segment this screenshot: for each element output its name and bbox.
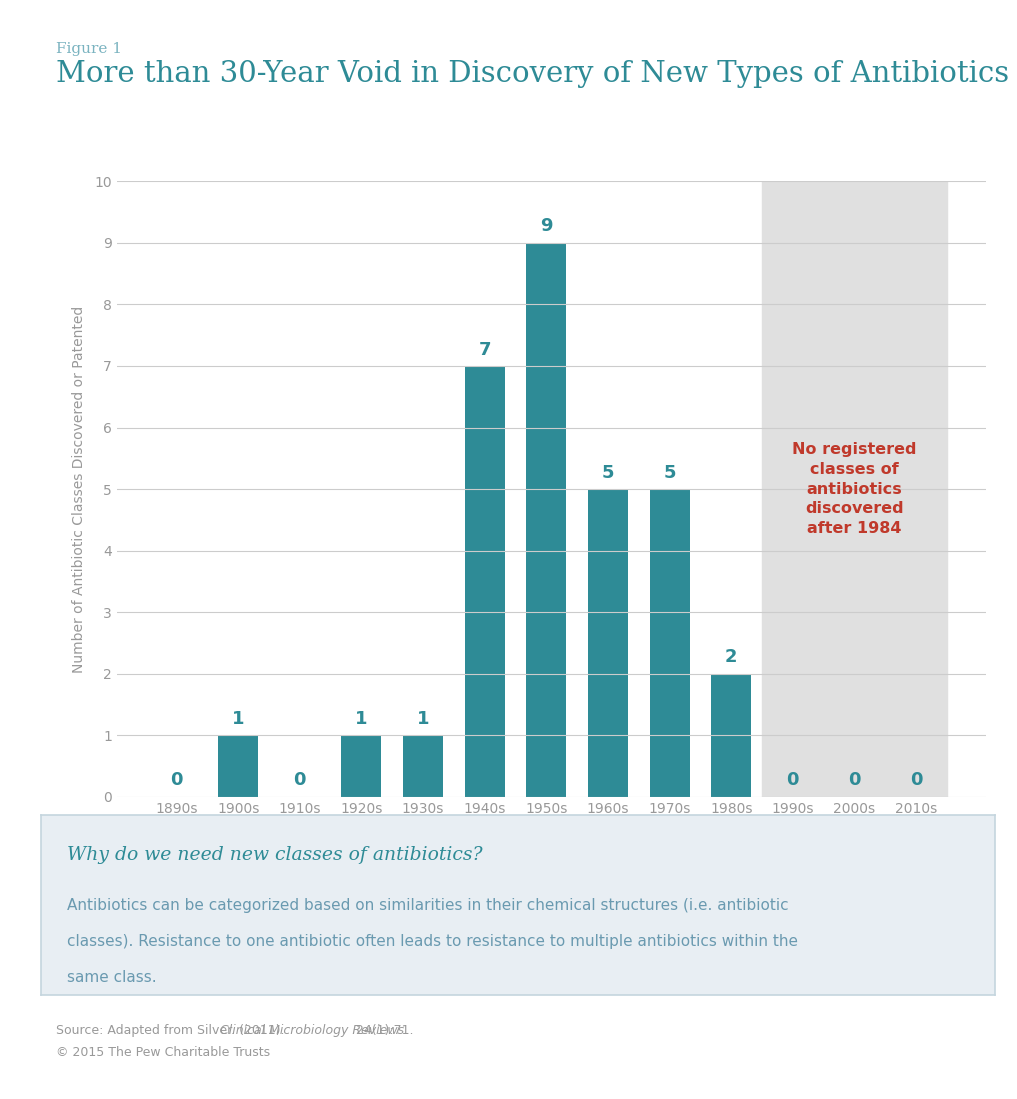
Text: same class.: same class. [67,969,157,985]
Text: More than 30-Year Void in Discovery of New Types of Antibiotics: More than 30-Year Void in Discovery of N… [56,60,1009,88]
Bar [650,489,690,797]
Text: Why do we need new classes of antibiotics?: Why do we need new classes of antibiotic… [67,846,483,864]
Text: 5: 5 [602,464,614,481]
Text: 7: 7 [478,341,491,358]
Text: Source: Adapted from Silver. (2011).: Source: Adapted from Silver. (2011). [56,1024,289,1037]
Text: 2: 2 [725,648,737,666]
Bar [527,243,566,797]
Text: Clinical Microbiology Reviews.: Clinical Microbiology Reviews. [220,1024,408,1037]
Text: 9: 9 [540,218,552,235]
Text: 1: 1 [355,710,368,728]
Text: © 2015 The Pew Charitable Trusts: © 2015 The Pew Charitable Trusts [56,1046,271,1059]
Bar [711,674,752,797]
Text: Figure 1: Figure 1 [56,42,122,56]
Bar [403,735,443,797]
Text: Antibiotics can be categorized based on similarities in their chemical structure: Antibiotics can be categorized based on … [67,898,789,913]
Text: 0: 0 [786,771,799,789]
Text: 0: 0 [294,771,306,789]
Text: 0: 0 [170,771,183,789]
Text: 24(1):71.: 24(1):71. [352,1024,414,1037]
Bar [588,489,629,797]
Text: 5: 5 [663,464,676,481]
Bar [465,366,504,797]
Text: No registered
classes of
antibiotics
discovered
after 1984: No registered classes of antibiotics dis… [792,442,916,536]
Text: 0: 0 [848,771,860,789]
Y-axis label: Number of Antibiotic Classes Discovered or Patented: Number of Antibiotic Classes Discovered … [72,306,86,673]
Text: 1: 1 [232,710,244,728]
Text: 1: 1 [417,710,429,728]
Bar [218,735,258,797]
Bar [762,181,947,797]
Text: 0: 0 [910,771,922,789]
Text: classes). Resistance to one antibiotic often leads to resistance to multiple ant: classes). Resistance to one antibiotic o… [67,934,798,948]
X-axis label: Decade: Decade [524,824,580,839]
Bar [342,735,381,797]
